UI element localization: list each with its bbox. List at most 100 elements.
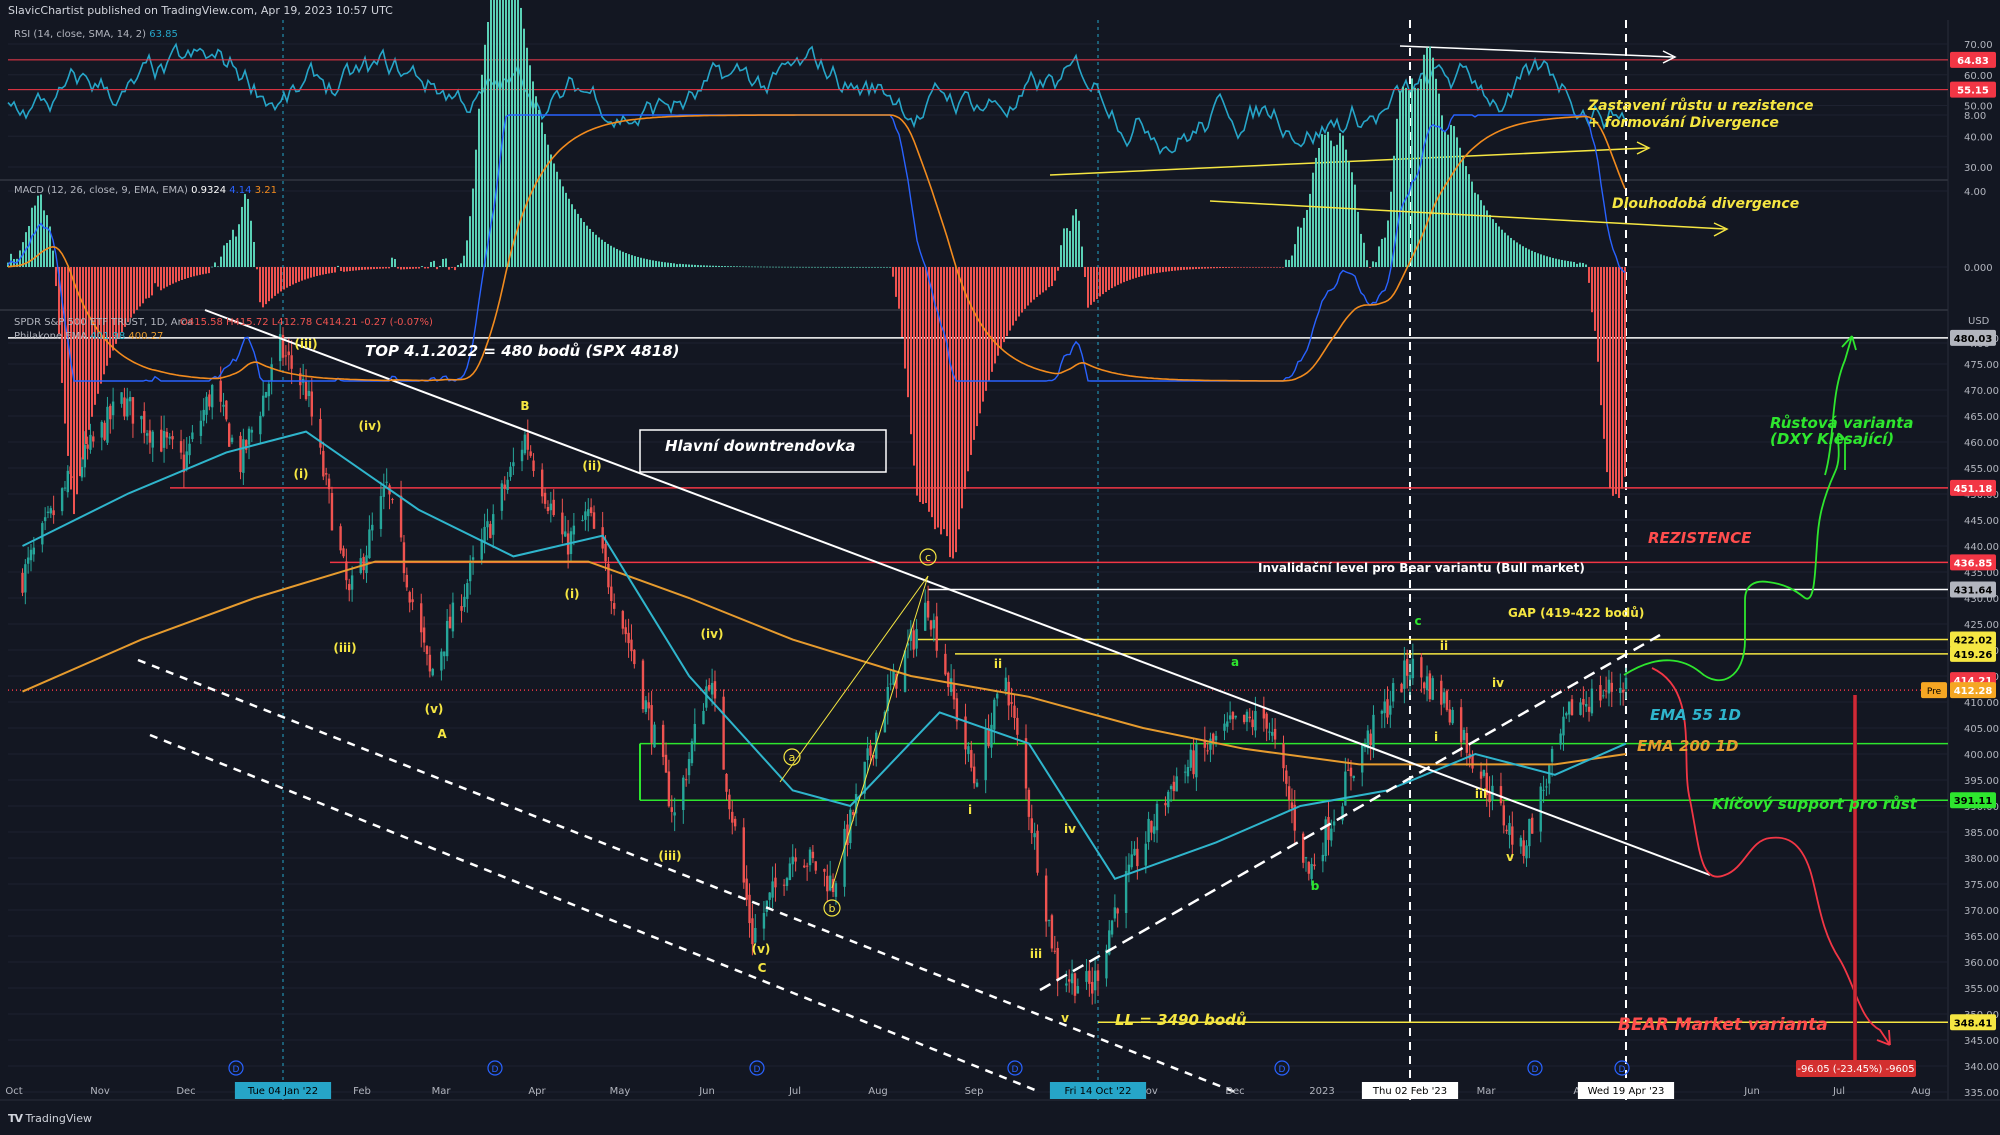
bull-projection-path	[1623, 432, 1846, 682]
candle-body	[1175, 776, 1178, 792]
macd-histogram-bar	[775, 266, 777, 268]
macd-histogram-bar	[655, 260, 657, 267]
candle-body	[182, 454, 186, 473]
rsi-line	[7, 42, 1626, 156]
macd-histogram-bar	[1270, 267, 1272, 268]
macd-histogram-bar	[232, 229, 234, 267]
rsi-badge: 55.15	[1957, 86, 1989, 97]
macd-histogram-bar	[589, 228, 591, 267]
candle-body	[208, 394, 211, 407]
macd-histogram-bar	[1219, 267, 1221, 269]
macd-histogram-bar	[1465, 166, 1467, 267]
macd-histogram-bar	[1189, 267, 1191, 270]
candle-body	[1610, 682, 1613, 692]
candle-body	[120, 392, 123, 404]
macd-histogram-bar	[190, 267, 192, 278]
candle-body	[428, 654, 432, 672]
price-badge: 480.03	[1954, 334, 1993, 345]
macd-histogram-bar	[421, 266, 423, 267]
candle-body	[1599, 685, 1602, 701]
macd-histogram-bar	[1117, 267, 1119, 285]
candle-body	[745, 878, 748, 900]
macd-histogram-bar	[211, 266, 213, 268]
candle-body	[1036, 830, 1039, 873]
dividend-marker	[1274, 1060, 1290, 1076]
candle-body	[1172, 781, 1176, 792]
candle-body	[529, 451, 532, 456]
price-badge-bg	[1950, 1014, 1996, 1031]
ll-annotation: LL = 3490 bodů	[1115, 1011, 1247, 1029]
candle-body	[1405, 658, 1409, 676]
macd-histogram-bar	[1084, 267, 1086, 278]
macd-histogram-bar	[406, 267, 408, 270]
macd-histogram-bar	[478, 108, 480, 268]
macd-histogram-bar	[445, 258, 447, 267]
macd-histogram-bar	[865, 266, 867, 268]
wave-label: (iv)	[701, 627, 724, 641]
macd-histogram-bar	[91, 267, 93, 417]
macd-histogram-bar	[1552, 257, 1554, 267]
macd-histogram-bar	[388, 267, 390, 269]
candle-body	[1479, 771, 1483, 779]
key-support-annotation: Klíčový support pro růst	[1712, 795, 1918, 813]
candle-body	[211, 385, 214, 408]
macd-divergence-line	[1209, 200, 1726, 230]
macd-histogram-bar	[109, 267, 111, 358]
candle-body	[811, 851, 815, 859]
candle-body	[1030, 818, 1033, 834]
candle-body	[693, 723, 697, 743]
candle-body	[667, 771, 671, 807]
candle-body	[342, 548, 345, 557]
price-tick-label: 400.00	[1964, 750, 1999, 761]
resistance-annotation: REZISTENCE	[1648, 529, 1752, 547]
price-tick-label: 395.00	[1964, 776, 1999, 787]
wave-circle	[783, 748, 801, 766]
macd-histogram-bar	[1063, 228, 1065, 267]
macd-histogram-bar	[532, 81, 534, 267]
candle-body	[520, 449, 524, 462]
macd-histogram-bar	[1360, 233, 1362, 267]
candle-body	[1505, 829, 1508, 832]
candle-body	[670, 807, 673, 812]
candle-body	[103, 422, 106, 440]
candle-body	[86, 444, 89, 449]
candle-body	[650, 705, 653, 743]
macd-histogram-bar	[1504, 232, 1506, 267]
wave-circle	[823, 899, 841, 917]
candle-body	[250, 429, 254, 433]
candle-body	[1585, 703, 1588, 707]
macd-histogram-bar	[229, 239, 231, 267]
macd-histogram-bar	[103, 267, 105, 375]
tradingview-brand[interactable]: TV TradingView	[8, 1112, 92, 1125]
candle-body	[1361, 745, 1364, 773]
candle-body	[160, 429, 163, 452]
candle-body	[422, 627, 426, 643]
candle-body	[230, 437, 234, 443]
macd-histogram-bar	[94, 267, 96, 405]
downtrend-annotation: Hlavní downtrendovka	[665, 437, 856, 455]
candle-body	[843, 828, 846, 887]
candle-body	[895, 673, 898, 689]
candle-body	[903, 650, 907, 692]
candle-body	[185, 451, 188, 469]
dividend-marker-label: D	[492, 1065, 499, 1075]
macd-histogram-bar	[1021, 267, 1023, 313]
macd-histogram-bar	[1168, 267, 1170, 272]
macd-histogram-bar	[700, 265, 702, 267]
candle-body	[1169, 786, 1173, 790]
macd-histogram-bar	[1414, 87, 1416, 267]
macd-histogram-bar	[793, 266, 795, 268]
candle-body	[1590, 688, 1594, 714]
candle-body	[849, 809, 852, 844]
wave-label: (iii)	[658, 849, 681, 863]
macd-histogram-bar	[1594, 267, 1596, 331]
macd-histogram-bar	[1090, 267, 1092, 305]
candle-body	[627, 632, 630, 644]
candle-body	[278, 333, 282, 362]
macd-histogram-bar	[1288, 260, 1290, 267]
macd-histogram-bar	[400, 267, 402, 270]
candle-body	[935, 616, 938, 651]
candle-body	[239, 435, 242, 473]
price-badge-bg	[1950, 682, 1996, 699]
